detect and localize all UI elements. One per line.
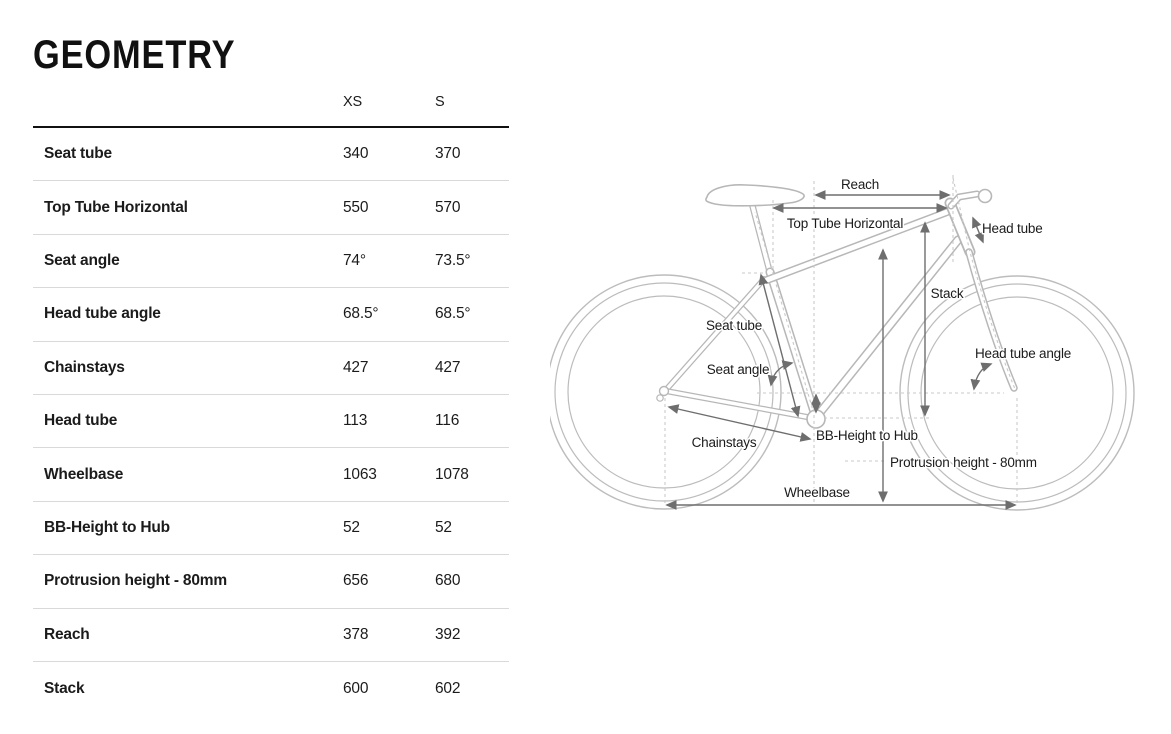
fork-centerline xyxy=(952,177,1016,390)
row-label: Stack xyxy=(44,679,85,697)
cell-value-s: 116 xyxy=(435,412,460,430)
row-label: Head tube angle xyxy=(44,305,161,323)
cell-value-xs: 74° xyxy=(343,251,366,269)
row-label: Reach xyxy=(44,625,90,643)
cell-value-xs: 378 xyxy=(343,625,369,643)
seat-angle-arc xyxy=(767,360,794,387)
table-row: Head tube 113 116 xyxy=(33,395,509,449)
seat-tube-arrow xyxy=(758,273,801,418)
cell-value-xs: 52 xyxy=(343,518,360,536)
head-tube-angle-label: Head tube angle xyxy=(975,346,1071,361)
row-label: Head tube xyxy=(44,412,118,430)
header-spacer xyxy=(33,88,343,94)
head-tube-arrow xyxy=(972,216,984,244)
cell-value-xs: 600 xyxy=(343,679,369,697)
table-row: Wheelbase 1063 1078 xyxy=(33,448,509,502)
bottom-bracket xyxy=(806,409,826,429)
head-tube-label: Head tube xyxy=(982,221,1043,236)
cell-value-xs: 427 xyxy=(343,358,369,376)
table-row: Reach 378 392 xyxy=(33,609,509,662)
cell-value-s: 68.5° xyxy=(435,305,471,323)
row-label: Seat angle xyxy=(44,251,120,269)
row-label: BB-Height to Hub xyxy=(44,518,170,536)
cell-value-xs: 68.5° xyxy=(343,305,379,323)
cell-value-s: 602 xyxy=(435,679,461,697)
geometry-table-header: XS S xyxy=(33,88,509,128)
bike-geometry-diagram: Reach Top Tube Horizontal Head tube Stac… xyxy=(550,175,1135,511)
protrusion-height-label: Protrusion height - 80mm xyxy=(890,455,1037,470)
table-row: Head tube angle 68.5° 68.5° xyxy=(33,288,509,342)
cell-value-s: 392 xyxy=(435,625,461,643)
column-header-s: S xyxy=(435,94,445,110)
row-label: Chainstays xyxy=(44,358,125,376)
seat-tube-label: Seat tube xyxy=(706,318,762,333)
table-row: BB-Height to Hub 52 52 xyxy=(33,502,509,556)
cell-value-s: 427 xyxy=(435,358,461,376)
saddle xyxy=(705,184,805,207)
head-tube-angle-arc xyxy=(970,362,993,391)
cell-value-xs: 113 xyxy=(343,412,368,430)
bb-height-to-hub-label: BB-Height to Hub xyxy=(816,428,918,443)
cell-value-s: 73.5° xyxy=(435,251,471,269)
column-header-xs: XS xyxy=(343,94,362,110)
rear-derailleur xyxy=(656,394,664,402)
page-title: GEOMETRY xyxy=(33,33,236,77)
geometry-table: XS S Seat tube 340 370 Top Tube Horizont… xyxy=(33,88,509,715)
table-row: Top Tube Horizontal 550 570 xyxy=(33,181,509,235)
table-row: Chainstays 427 427 xyxy=(33,342,509,395)
geometry-table-body: Seat tube 340 370 Top Tube Horizontal 55… xyxy=(33,128,509,715)
cell-value-xs: 340 xyxy=(343,145,369,163)
chainstays-label: Chainstays xyxy=(692,435,757,450)
cell-value-s: 570 xyxy=(435,198,461,216)
table-row: Protrusion height - 80mm 656 680 xyxy=(33,555,509,609)
stack-label: Stack xyxy=(931,286,964,301)
top-tube-horizontal-label: Top Tube Horizontal xyxy=(787,216,903,231)
row-label: Protrusion height - 80mm xyxy=(44,572,227,590)
cell-value-xs: 656 xyxy=(343,572,369,590)
wheelbase-label: Wheelbase xyxy=(784,485,850,500)
front-wheel xyxy=(899,275,1135,511)
dimension-arrows xyxy=(665,190,1017,510)
guide-lines xyxy=(664,175,1018,504)
seat-tube-centerline xyxy=(754,211,815,415)
table-row: Seat tube 340 370 xyxy=(33,128,509,182)
cell-value-xs: 550 xyxy=(343,198,369,216)
rear-dropout xyxy=(658,385,670,397)
reach-label: Reach xyxy=(841,177,879,192)
table-row: Stack 600 602 xyxy=(33,662,509,715)
cell-value-s: 680 xyxy=(435,572,461,590)
seat-angle-label: Seat angle xyxy=(707,362,770,377)
diagram-labels: Reach Top Tube Horizontal Head tube Stac… xyxy=(690,176,1073,502)
cell-value-s: 1078 xyxy=(435,465,469,483)
cell-value-xs: 1063 xyxy=(343,465,377,483)
row-label: Seat tube xyxy=(44,145,112,163)
table-row: Seat angle 74° 73.5° xyxy=(33,235,509,289)
row-label: Wheelbase xyxy=(44,465,124,483)
row-label: Top Tube Horizontal xyxy=(44,198,188,216)
cell-value-s: 370 xyxy=(435,145,461,163)
cell-value-s: 52 xyxy=(435,518,452,536)
chainstays-arrow xyxy=(667,404,812,442)
handlebar-grip xyxy=(977,188,993,204)
